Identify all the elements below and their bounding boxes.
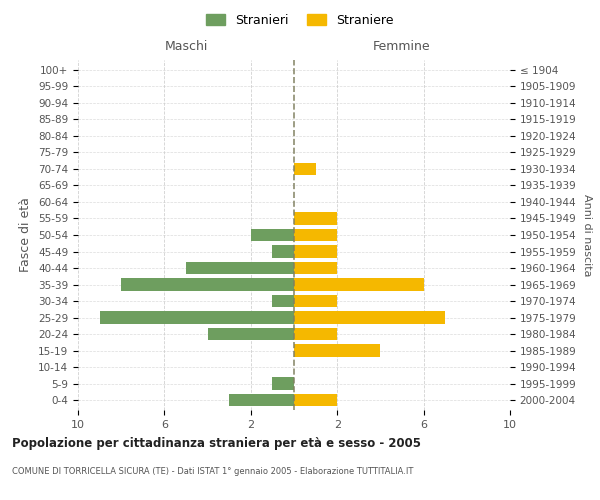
Text: Femmine: Femmine [373, 40, 431, 52]
Bar [272, 295, 294, 307]
Text: Popolazione per cittadinanza straniera per età e sesso - 2005: Popolazione per cittadinanza straniera p… [12, 438, 421, 450]
Bar [229, 394, 294, 406]
Bar [294, 295, 337, 307]
Bar [294, 394, 337, 406]
Text: COMUNE DI TORRICELLA SICURA (TE) - Dati ISTAT 1° gennaio 2005 - Elaborazione TUT: COMUNE DI TORRICELLA SICURA (TE) - Dati … [12, 468, 413, 476]
Bar [272, 246, 294, 258]
Bar [294, 262, 337, 274]
Bar [251, 229, 294, 241]
Bar [294, 246, 337, 258]
Bar [100, 312, 294, 324]
Bar [208, 328, 294, 340]
Bar [121, 278, 294, 290]
Bar [294, 163, 316, 175]
Legend: Stranieri, Straniere: Stranieri, Straniere [202, 8, 398, 32]
Bar [294, 344, 380, 357]
Bar [294, 328, 337, 340]
Y-axis label: Fasce di età: Fasce di età [19, 198, 32, 272]
Text: Maschi: Maschi [164, 40, 208, 52]
Y-axis label: Anni di nascita: Anni di nascita [582, 194, 592, 276]
Bar [294, 212, 337, 224]
Bar [186, 262, 294, 274]
Bar [294, 229, 337, 241]
Bar [294, 278, 424, 290]
Bar [294, 312, 445, 324]
Bar [272, 378, 294, 390]
